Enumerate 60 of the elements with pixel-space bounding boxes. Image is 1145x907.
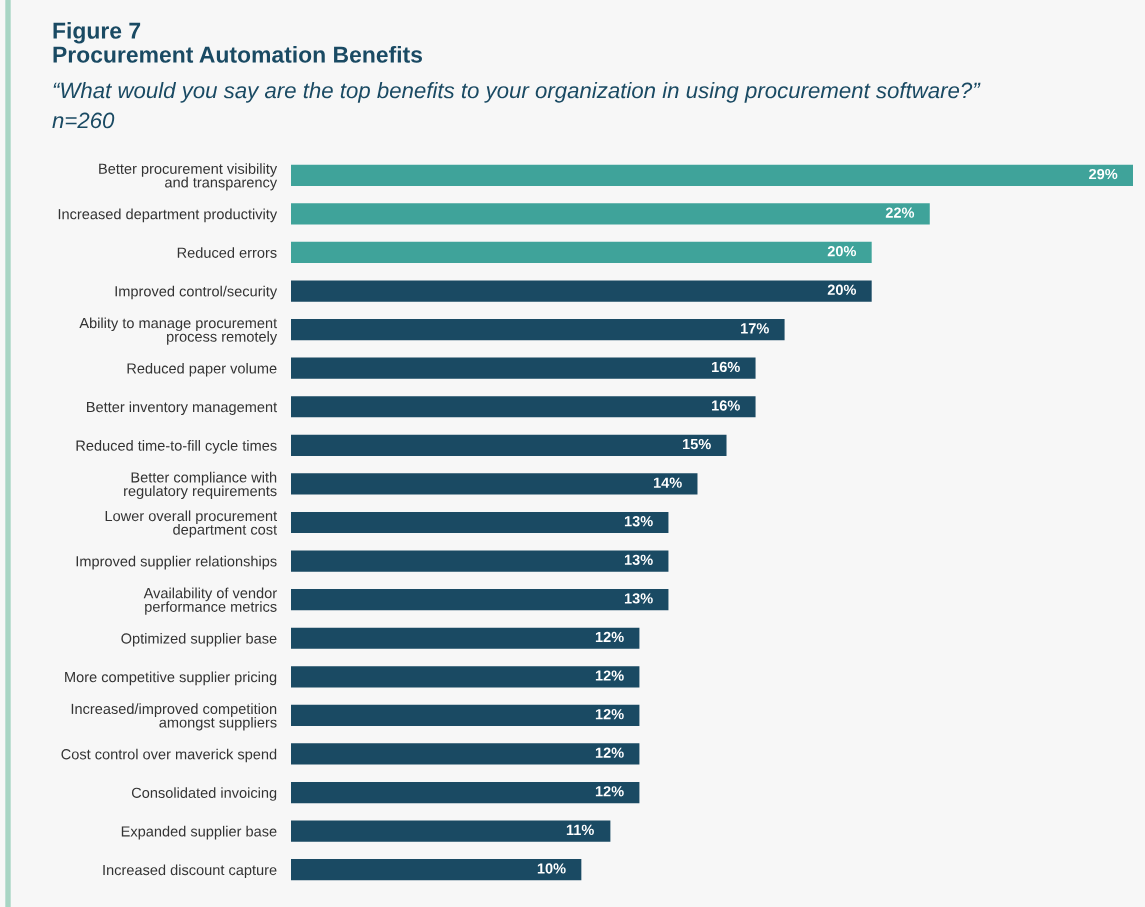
y-tick-label: Availability of vendor performance metrics [143, 587, 277, 615]
data-label: 12% [595, 786, 624, 797]
y-tick-label: Reduced errors [177, 247, 277, 258]
y-tick-label: Better procurement visibility and transparency [99, 163, 278, 191]
data-label: 10% [537, 863, 566, 874]
data-label: 22% [885, 207, 915, 218]
y-tick-label: Cost control over maverick spend [61, 748, 277, 763]
data-label: 12% [595, 708, 624, 720]
bar [291, 627, 640, 649]
bar [291, 859, 582, 881]
bar [291, 434, 727, 456]
bar [291, 704, 640, 726]
bar [291, 820, 611, 842]
bar [291, 589, 669, 611]
y-tick-label: Increased discount capture [103, 864, 277, 879]
bar [291, 396, 756, 418]
y-tick-label: Better inventory management [87, 401, 278, 416]
bar [291, 473, 698, 495]
bar [291, 203, 930, 225]
data-label: 16% [712, 361, 740, 373]
chart-subtitle: “What would you say are the top benefits to your organization in using procurement software?” [53, 82, 981, 103]
y-tick-label: Expanded supplier base [121, 825, 277, 840]
data-label: 20% [827, 284, 857, 295]
y-tick-label: Increased department productivity [58, 208, 278, 223]
y-tick-label: Improved control/security [115, 285, 278, 300]
bar [291, 666, 640, 688]
y-tick-label: Consolidated invoicing [131, 787, 277, 801]
y-tick-label: Increased/improved competition amongst suppliers [71, 703, 277, 731]
data-label: 12% [595, 747, 624, 758]
bar [291, 357, 756, 379]
y-tick-label: Better compliance with regulatory requirements [124, 471, 277, 500]
y-tick-label: Lower overall procurement department cost [105, 510, 278, 538]
y-tick-label: More competitive supplier pricing [65, 671, 277, 686]
data-label: 12% [595, 631, 624, 643]
data-label: 14% [653, 477, 682, 488]
data-label: 13% [624, 516, 653, 527]
y-tick-label: Improved supplier relationships [76, 555, 277, 570]
data-label: 20% [827, 246, 857, 257]
chart-title: Figure 7 Procurement Automation Benefits [53, 22, 422, 63]
data-label: 13% [624, 593, 653, 604]
bar [291, 550, 669, 572]
y-tick-label: Reduced time-to-fill cycle times [76, 440, 277, 454]
data-label: 17% [741, 323, 769, 334]
text: n=260 [52, 112, 115, 129]
bar [291, 511, 669, 534]
y-tick-label: Ability to manage procurement process remotely [79, 317, 278, 345]
bar [291, 241, 872, 264]
y-tick-label: Optimized supplier base [121, 632, 277, 647]
bar [291, 781, 640, 804]
data-label: 13% [624, 554, 653, 566]
data-label: 11% [566, 824, 594, 836]
data-label: 15% [682, 438, 711, 450]
y-tick-label: Reduced paper volume [127, 362, 277, 377]
data-label: 29% [1089, 168, 1118, 180]
bar [291, 280, 872, 302]
bar [291, 164, 1133, 186]
bar [291, 319, 785, 341]
data-label: 16% [712, 400, 740, 411]
data-label: 12% [595, 670, 624, 681]
bar [291, 743, 640, 765]
